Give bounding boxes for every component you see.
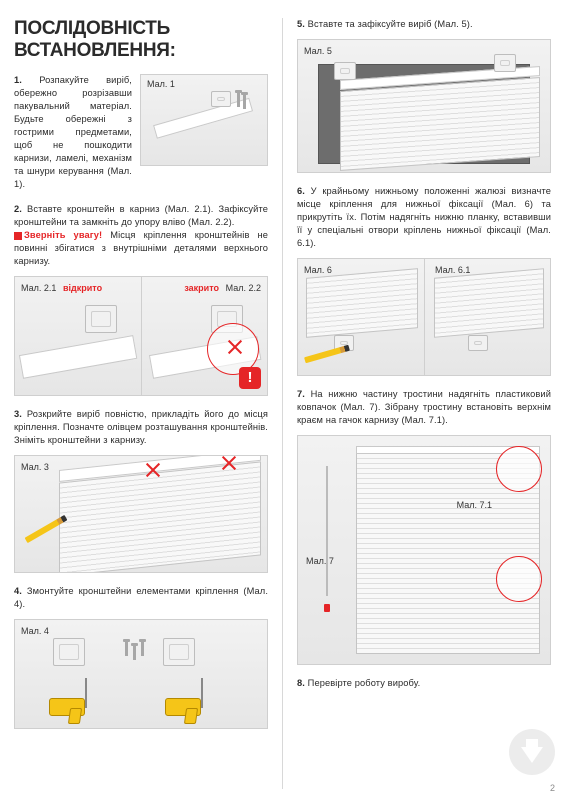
fig7-label: Мал. 7: [306, 556, 334, 566]
warning-icon: [14, 232, 22, 240]
closed-label: закрито: [184, 283, 219, 293]
left-column: ПОСЛІДОВНІСТЬ ВСТАНОВЛЕННЯ: 1. Розпакуйт…: [14, 18, 268, 789]
drill-icon: [49, 680, 95, 724]
page-title: ПОСЛІДОВНІСТЬ ВСТАНОВЛЕННЯ:: [14, 18, 268, 62]
figure-1: Мал. 1: [140, 74, 268, 166]
step5-text: 5. Вставте та зафіксуйте виріб (Мал. 5).: [297, 18, 551, 31]
figure-3: Мал. 3: [14, 455, 268, 573]
pencil-icon: [304, 345, 350, 363]
step7-text: 7. На нижню частину тростини надягніть п…: [297, 388, 551, 427]
step8-text: 8. Перевірте роботу виробу.: [297, 677, 551, 690]
drill-icon: [165, 680, 211, 724]
fig22-label: Мал. 2.2: [226, 283, 261, 293]
x-mark-icon: [221, 455, 237, 471]
x-mark-icon: [145, 462, 161, 478]
fig71-label: Мал. 7.1: [457, 500, 492, 510]
step2-text: 2. Вставте кронштейн в карниз (Мал. 2.1)…: [14, 203, 268, 268]
wand-icon: [326, 466, 328, 596]
fig5-label: Мал. 5: [304, 46, 332, 56]
step1-row: 1. Розпакуйте виріб, обережно розрізавши…: [14, 74, 268, 191]
step6-text: 6. У крайньому нижньому положенні жалюзі…: [297, 185, 551, 250]
fig4-label: Мал. 4: [21, 626, 49, 636]
figure-5: Мал. 5: [297, 39, 551, 173]
right-column: 5. Вставте та зафіксуйте виріб (Мал. 5).…: [297, 18, 551, 789]
open-label: відкрито: [63, 283, 102, 293]
alert-icon: !: [239, 367, 261, 389]
figure-2: Мал. 2.1 відкрито закрито Мал. 2.2 !: [14, 276, 268, 396]
download-icon[interactable]: [509, 729, 555, 775]
fig1-label: Мал. 1: [147, 79, 175, 89]
step4-text: 4. Змонтуйте кронштейни елементами кріпл…: [14, 585, 268, 611]
fig3-label: Мал. 3: [21, 462, 49, 472]
fig6-label: Мал. 6: [304, 265, 332, 275]
fig21-label: Мал. 2.1: [21, 283, 56, 293]
figure-4: Мал. 4: [14, 619, 268, 729]
x-mark-icon: [227, 339, 243, 355]
wand-cap-icon: [324, 604, 330, 612]
figure-7: Мал. 7 Мал. 7.1: [297, 435, 551, 665]
step1-text: 1. Розпакуйте виріб, обережно розрізавши…: [14, 74, 132, 191]
column-divider: [282, 18, 283, 789]
page-number: 2: [550, 783, 555, 793]
fig61-label: Мал. 6.1: [429, 265, 470, 275]
figure-6: Мал. 6 Мал. 6.1: [297, 258, 551, 376]
step3-text: 3. Розкрийте виріб повністю, прикладіть …: [14, 408, 268, 447]
